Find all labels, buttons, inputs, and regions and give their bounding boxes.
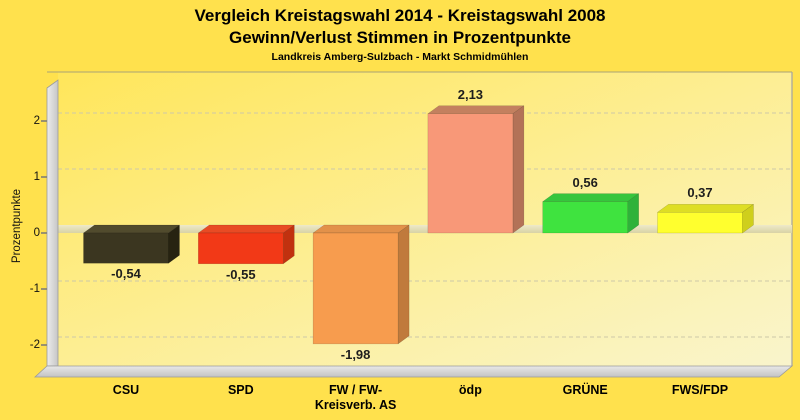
bar-side-face <box>512 105 525 234</box>
bar-top-face <box>82 224 181 234</box>
bar-ödp <box>427 113 514 234</box>
bar-value-label: 0,37 <box>687 185 713 201</box>
y-tick-label: -1 <box>29 283 40 295</box>
chart-title-line1: Vergleich Kreistagswahl 2014 - Kreistags… <box>194 6 606 25</box>
category-label: ödp <box>408 383 532 398</box>
bar-top-face <box>197 224 296 234</box>
bar-top-face <box>656 204 755 213</box>
bar-value-label: -0,54 <box>111 266 141 282</box>
chart-subtitle: Landkreis Amberg-Sulzbach - Markt Schmid… <box>271 51 529 63</box>
chart-title-line2: Gewinn/Verlust Stimmen in Prozentpunkte <box>229 28 571 47</box>
bar-spd <box>198 232 284 265</box>
category-label-line: GRÜNE <box>562 383 608 397</box>
bar-top-face <box>312 224 410 234</box>
zero-plane <box>58 225 792 233</box>
axis-wall <box>46 79 59 367</box>
category-label-line: FW / FW- <box>328 383 383 397</box>
category-label-line: ödp <box>458 383 482 397</box>
category-label: FW / FW- Kreisverb. AS <box>294 383 418 413</box>
bar-value-label: -0,55 <box>225 266 256 282</box>
bar-side-face <box>397 224 410 345</box>
y-tick-label: 2 <box>33 115 40 127</box>
bar-csu <box>83 232 169 264</box>
y-tick-label: 1 <box>33 171 40 183</box>
bar-top-face <box>427 105 525 114</box>
bar-fws-fdp <box>657 212 743 234</box>
axis-base <box>33 365 794 378</box>
bar-value-label: -1,98 <box>340 346 371 362</box>
bar-value-label: 0,56 <box>572 174 598 190</box>
y-tick-label: -2 <box>29 339 40 351</box>
category-label-line: Kreisverb. AS <box>314 398 397 412</box>
category-label: CSU <box>64 383 188 398</box>
category-label: GRÜNE <box>523 383 647 398</box>
y-tick-label: 0 <box>33 227 40 239</box>
category-label-line: FWS/FDP <box>671 383 729 397</box>
category-label-line: SPD <box>227 383 254 397</box>
bar-value-label: 2,13 <box>457 86 484 102</box>
category-label: SPD <box>179 383 303 398</box>
category-label: FWS/FDP <box>638 383 762 398</box>
category-label-line: CSU <box>112 383 140 397</box>
bar-top-face <box>541 193 640 202</box>
bar-grüne <box>542 201 628 234</box>
bar-fw-fw-kreisverb-as <box>312 232 399 345</box>
